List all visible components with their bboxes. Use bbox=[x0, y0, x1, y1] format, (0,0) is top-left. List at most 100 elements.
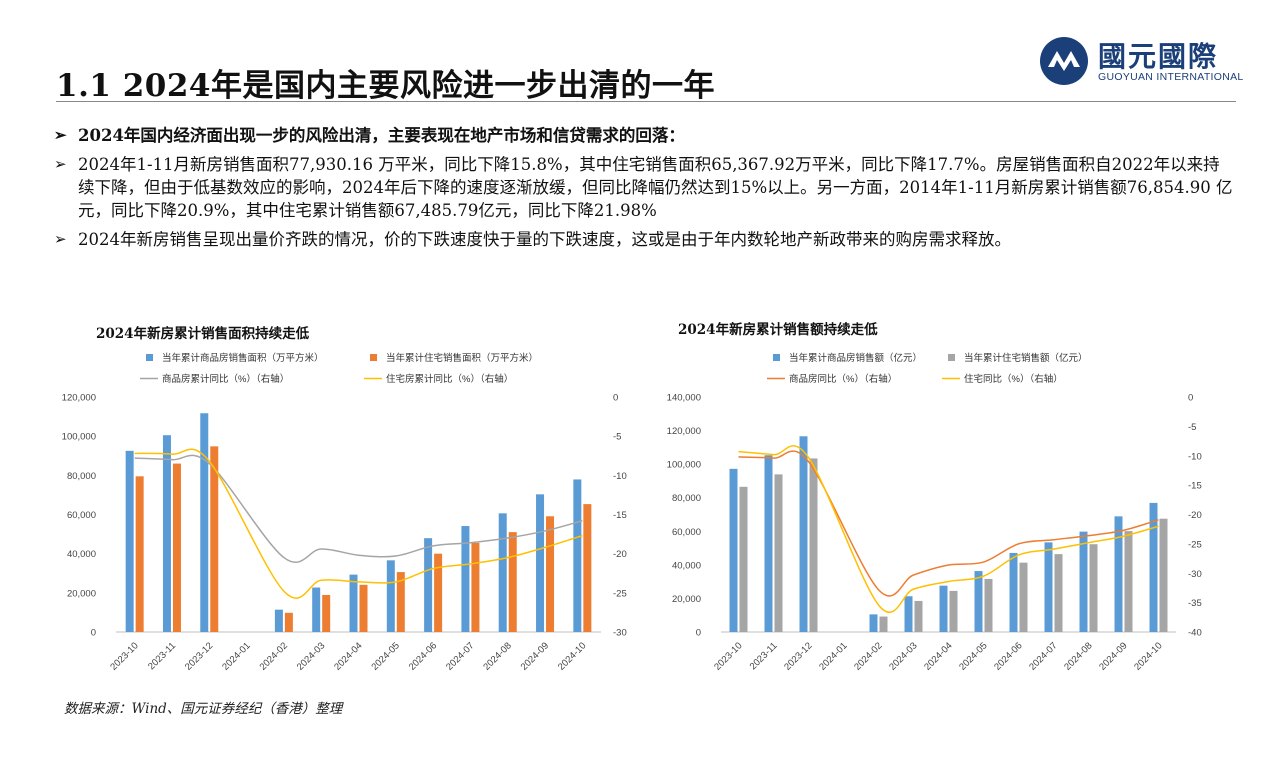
x-tick-label: 2024-02 bbox=[852, 640, 884, 672]
x-tick-label: 2024-03 bbox=[295, 640, 327, 672]
bar-5b9bd5 bbox=[424, 538, 433, 632]
bullet-text: 2024年1-11月新房销售面积77,930.16 万平米，同比下降15.8%，… bbox=[78, 155, 1233, 220]
bullet-item: ➢ 2024年新房销售呈现出量价齐跌的情况，价的下跌速度快于量的下跌速度，这或是… bbox=[54, 228, 1234, 251]
y-right-tick-label: -10 bbox=[1188, 451, 1202, 462]
x-tick-label: 2024-04 bbox=[332, 640, 364, 672]
y-left-tick-label: 40,000 bbox=[67, 549, 96, 560]
legend-label: 住宅同比（%）（右轴） bbox=[964, 373, 1063, 385]
x-tick-label: 2024-03 bbox=[887, 640, 919, 672]
y-right-tick-label: -30 bbox=[1188, 569, 1202, 580]
series-line bbox=[738, 445, 1159, 614]
y-right-tick-label: -20 bbox=[1188, 510, 1202, 521]
bar-5b9bd5 bbox=[729, 468, 738, 632]
bar-5b9bd5 bbox=[1114, 516, 1123, 632]
legend-label: 当年累计住宅销售面积（万平方米） bbox=[386, 352, 538, 364]
y-left-tick-label: 0 bbox=[696, 628, 701, 639]
bar-5b9bd5 bbox=[573, 479, 582, 632]
bar-5b9bd5 bbox=[461, 526, 470, 632]
y-right-tick-label: -15 bbox=[613, 510, 627, 521]
x-tick-label: 2024-02 bbox=[258, 640, 290, 672]
y-right-tick-label: -40 bbox=[1188, 628, 1202, 639]
y-left-tick-label: 140,000 bbox=[667, 393, 701, 404]
bullet-list: ➢ 2024年国内经济面出现一步的风险出清，主要表现在地产市场和信贷需求的回落：… bbox=[54, 124, 1234, 257]
legend-label: 商品房累计同比（%）（右轴） bbox=[162, 373, 289, 385]
bar-5b9bd5 bbox=[1044, 542, 1053, 632]
y-right-tick-label: -35 bbox=[1188, 598, 1202, 609]
bar-a5a5a5 bbox=[809, 458, 818, 632]
bar-ed7d31 bbox=[284, 612, 293, 632]
bullet-item: ➢ 2024年国内经济面出现一步的风险出清，主要表现在地产市场和信贷需求的回落： bbox=[54, 124, 1234, 147]
x-tick-label: 2024-01 bbox=[220, 640, 252, 672]
bar-5b9bd5 bbox=[386, 560, 395, 632]
bar-5b9bd5 bbox=[869, 614, 878, 632]
bullet-arrow-icon: ➢ bbox=[54, 126, 67, 144]
bar-ed7d31 bbox=[471, 542, 480, 632]
legend-swatch bbox=[773, 354, 780, 361]
x-tick-label: 2024-07 bbox=[1027, 640, 1059, 672]
bullet-arrow-icon: ➢ bbox=[54, 230, 67, 248]
bullet-text: 2024年新房销售呈现出量价齐跌的情况，价的下跌速度快于量的下跌速度，这或是由于… bbox=[78, 230, 1011, 249]
x-tick-label: 2024-06 bbox=[992, 640, 1024, 672]
bar-a5a5a5 bbox=[1124, 531, 1133, 632]
bar-ed7d31 bbox=[172, 463, 181, 632]
y-right-tick-label: 0 bbox=[1188, 393, 1193, 404]
revenue-sales-chart: 0 20,000 40,000 60,000 80,000 100,000 120,000 1… bbox=[667, 352, 1202, 673]
y-left-tick-label: 40,000 bbox=[672, 560, 701, 571]
bar-a5a5a5 bbox=[1159, 518, 1168, 632]
bar-ed7d31 bbox=[396, 572, 405, 632]
bar-ed7d31 bbox=[434, 553, 443, 632]
legend-label: 当年累计住宅销售额（亿元） bbox=[964, 352, 1088, 364]
series-line bbox=[738, 450, 1159, 597]
y-left-tick-label: 0 bbox=[91, 628, 96, 639]
bullet-arrow-icon: ➢ bbox=[54, 155, 67, 173]
y-right-tick-label: -25 bbox=[1188, 539, 1202, 550]
data-source-note: 数据来源：Wind、国元证券经纪（香港）整理 bbox=[64, 701, 343, 717]
bar-ed7d31 bbox=[359, 584, 368, 632]
title-divider bbox=[56, 101, 1236, 102]
legend-label: 商品房同比（%）（右轴） bbox=[789, 373, 897, 385]
x-tick-label: 2024-10 bbox=[556, 640, 588, 672]
chart-title: 2024年新房累计销售面积持续走低 bbox=[96, 326, 310, 342]
y-right-tick-label: 0 bbox=[613, 393, 618, 404]
x-tick-label: 2024-05 bbox=[369, 640, 401, 672]
y-left-tick-label: 120,000 bbox=[62, 393, 96, 404]
y-right-tick-label: -10 bbox=[613, 471, 627, 482]
logo-text-en: GUOYUAN INTERNATIONAL bbox=[1098, 71, 1244, 83]
bar-a5a5a5 bbox=[774, 474, 783, 632]
bar-5b9bd5 bbox=[764, 455, 773, 632]
logo-mark-icon bbox=[1040, 37, 1088, 85]
bar-5b9bd5 bbox=[312, 587, 321, 632]
y-left-tick-label: 60,000 bbox=[672, 527, 701, 538]
y-right-tick-label: -30 bbox=[613, 628, 627, 639]
bar-5b9bd5 bbox=[498, 513, 507, 632]
bar-a5a5a5 bbox=[914, 600, 923, 632]
y-left-tick-label: 100,000 bbox=[667, 460, 701, 471]
page-title: 1.1 2024年是国内主要风险进一步出清的一年 bbox=[56, 68, 716, 104]
y-left-tick-label: 20,000 bbox=[672, 594, 701, 605]
bar-ed7d31 bbox=[508, 532, 517, 632]
bar-ed7d31 bbox=[135, 476, 144, 632]
x-tick-label: 2024-09 bbox=[1097, 640, 1129, 672]
bar-5b9bd5 bbox=[200, 413, 209, 632]
bar-a5a5a5 bbox=[984, 578, 993, 632]
bar-5b9bd5 bbox=[1149, 502, 1158, 632]
x-tick-label: 2024-06 bbox=[407, 640, 439, 672]
x-tick-label: 2023-11 bbox=[748, 640, 780, 672]
legend-label: 当年累计商品房销售面积（万平方米） bbox=[162, 352, 324, 364]
bar-ed7d31 bbox=[322, 594, 331, 632]
bar-5b9bd5 bbox=[274, 609, 283, 632]
bar-a5a5a5 bbox=[1019, 562, 1028, 632]
logo-text-cn: 國元國際 bbox=[1098, 40, 1219, 73]
x-tick-label: 2024-01 bbox=[817, 640, 849, 672]
x-tick-label: 2024-07 bbox=[444, 640, 476, 672]
y-right-tick-label: -25 bbox=[613, 588, 627, 599]
bar-a5a5a5 bbox=[1089, 544, 1098, 632]
y-right-tick-label: -5 bbox=[1188, 422, 1196, 433]
x-tick-label: 2023-12 bbox=[782, 640, 814, 672]
bar-5b9bd5 bbox=[125, 450, 134, 632]
y-right-tick-label: -15 bbox=[1188, 481, 1202, 492]
bar-a5a5a5 bbox=[949, 590, 958, 632]
bullet-item: ➢ 2024年1-11月新房销售面积77,930.16 万平米，同比下降15.8… bbox=[54, 153, 1234, 222]
bar-a5a5a5 bbox=[739, 486, 748, 632]
legend-label: 住宅房累计同比（%）（右轴） bbox=[386, 373, 513, 385]
